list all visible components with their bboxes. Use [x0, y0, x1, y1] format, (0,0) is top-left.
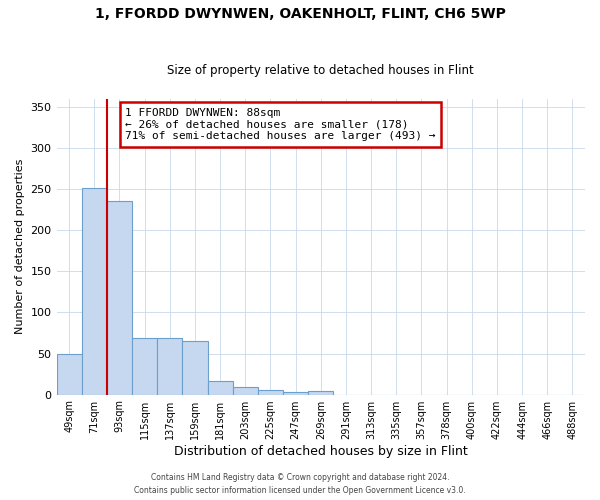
Text: 1, FFORDD DWYNWEN, OAKENHOLT, FLINT, CH6 5WP: 1, FFORDD DWYNWEN, OAKENHOLT, FLINT, CH6…	[95, 8, 505, 22]
Bar	[157, 338, 182, 394]
Text: Contains HM Land Registry data © Crown copyright and database right 2024.
Contai: Contains HM Land Registry data © Crown c…	[134, 474, 466, 495]
Bar	[308, 392, 334, 394]
Bar	[258, 390, 283, 394]
Text: 1 FFORDD DWYNWEN: 88sqm
← 26% of detached houses are smaller (178)
71% of semi-d: 1 FFORDD DWYNWEN: 88sqm ← 26% of detache…	[125, 108, 436, 141]
X-axis label: Distribution of detached houses by size in Flint: Distribution of detached houses by size …	[174, 444, 467, 458]
Bar	[208, 380, 233, 394]
Y-axis label: Number of detached properties: Number of detached properties	[15, 159, 25, 334]
Bar	[233, 387, 258, 394]
Bar	[132, 338, 157, 394]
Bar	[283, 392, 308, 394]
Bar	[182, 341, 208, 394]
Title: Size of property relative to detached houses in Flint: Size of property relative to detached ho…	[167, 64, 474, 77]
Bar	[82, 188, 107, 394]
Bar	[56, 354, 82, 395]
Bar	[107, 201, 132, 394]
